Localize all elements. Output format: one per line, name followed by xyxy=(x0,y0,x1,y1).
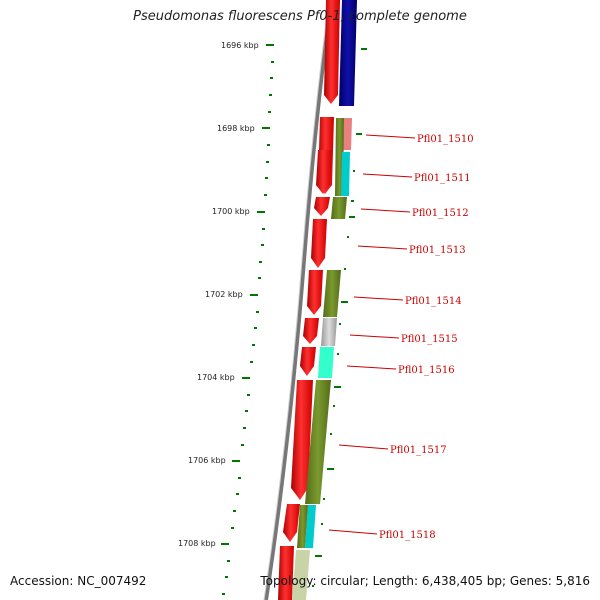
gene-label: Pfl01_1512 xyxy=(412,208,469,219)
scale-label: 1696 kbp xyxy=(221,41,259,50)
forward-strand-genes xyxy=(278,0,340,600)
outer-feature-ticks xyxy=(312,48,367,587)
scale-label: 1702 kbp xyxy=(205,290,243,299)
gene-arrow xyxy=(307,270,323,315)
gene-arrow xyxy=(314,197,330,216)
gene-arrow xyxy=(303,318,319,344)
scale-major-ticks xyxy=(221,44,274,545)
inner-ring-features xyxy=(292,0,357,600)
scale-label: 1698 kbp xyxy=(217,124,255,133)
topology-text: Topology: circular; Length: 6,438,405 bp… xyxy=(260,574,590,588)
scale-label: 1700 kbp xyxy=(212,207,250,216)
gene-arrow xyxy=(316,150,332,194)
gene-arrow xyxy=(324,0,340,104)
gene-label: Pfl01_1518 xyxy=(379,530,436,541)
cyan-feature xyxy=(305,505,316,548)
navy-feature xyxy=(339,0,357,106)
gene-label: Pfl01_1516 xyxy=(398,365,455,376)
scale-labels: 1696 kbp 1698 kbp 1700 kbp 1702 kbp 1704… xyxy=(178,41,259,548)
pink-feature xyxy=(343,118,352,150)
gene-arrow xyxy=(291,380,313,500)
gene-label: Pfl01_1517 xyxy=(390,445,447,456)
scale-label: 1704 kbp xyxy=(197,373,235,382)
genome-backbone-highlight xyxy=(263,0,330,600)
olive-feature xyxy=(331,197,347,219)
olive-feature xyxy=(292,550,310,600)
gene-arrow xyxy=(278,546,294,600)
genome-backbone xyxy=(264,0,333,600)
gene-label-leaders xyxy=(328,134,416,535)
olive-feature xyxy=(297,505,308,548)
gene-label: Pfl01_1514 xyxy=(405,296,462,307)
scale-minor-ticks xyxy=(222,61,274,595)
cyan-feature xyxy=(341,152,350,196)
gene-label: Pfl01_1511 xyxy=(414,173,471,184)
gene-label: Pfl01_1515 xyxy=(401,334,458,345)
grey-feature xyxy=(321,318,337,346)
olive-feature xyxy=(323,270,341,317)
gene-arrow xyxy=(311,219,327,268)
gene-label: Pfl01_1513 xyxy=(409,245,466,256)
gene-arrow xyxy=(283,504,300,542)
map-title: Pseudomonas fluorescens Pf0-1, complete … xyxy=(133,9,467,24)
olive-feature xyxy=(305,380,331,504)
scale-label: 1706 kbp xyxy=(188,456,226,465)
scale-label: 1708 kbp xyxy=(178,539,216,548)
gene-label: Pfl01_1510 xyxy=(417,134,474,145)
aqua-feature xyxy=(318,347,334,378)
gene-arrow xyxy=(300,347,316,376)
gene-labels: Pfl01_1510 Pfl01_1511 Pfl01_1512 Pfl01_1… xyxy=(379,134,474,541)
accession-text: Accession: NC_007492 xyxy=(10,574,147,588)
